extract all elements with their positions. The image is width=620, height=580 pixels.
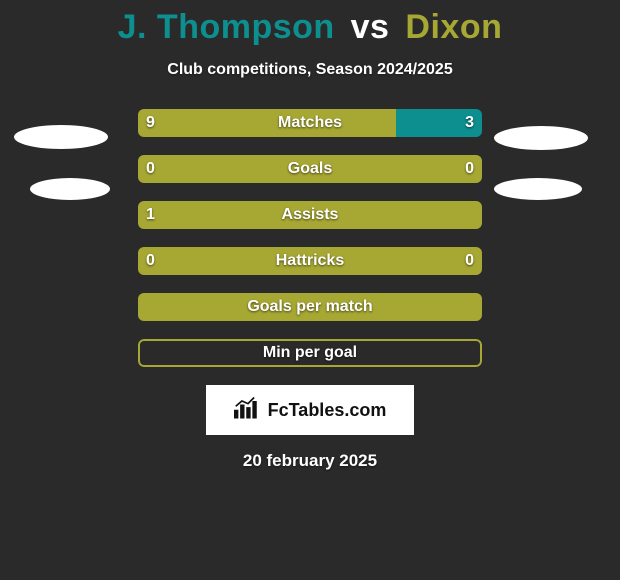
comparison-title: J. Thompson vs Dixon (0, 0, 620, 47)
player1-name: J. Thompson (118, 8, 335, 46)
metric-row: Hattricks00 (138, 247, 482, 275)
vs-label: vs (351, 8, 390, 46)
metric-row: Min per goal (138, 339, 482, 367)
bar-player1 (138, 155, 482, 183)
decorative-ellipse (30, 178, 110, 200)
metric-label: Min per goal (138, 339, 482, 367)
bar-player2 (396, 109, 482, 137)
bar-player1 (138, 293, 482, 321)
player2-name: Dixon (405, 8, 502, 46)
source-text: FcTables.com (268, 400, 387, 421)
metric-row: Matches93 (138, 109, 482, 137)
decorative-ellipse (494, 126, 588, 150)
chart-icon (234, 397, 262, 424)
bar-player1 (138, 109, 396, 137)
decorative-ellipse (494, 178, 582, 200)
subtitle: Club competitions, Season 2024/2025 (0, 61, 620, 79)
metric-outline (138, 339, 482, 367)
decorative-ellipse (14, 125, 108, 149)
date-label: 20 february 2025 (0, 451, 620, 471)
metric-row: Goals00 (138, 155, 482, 183)
metric-row: Assists1 (138, 201, 482, 229)
bar-player1 (138, 247, 482, 275)
comparison-chart: Matches93 Goals00 Assists1 Hattricks00 Goals… (138, 109, 482, 367)
bar-player1 (138, 201, 482, 229)
metric-row: Goals per match (138, 293, 482, 321)
source-badge: FcTables.com (206, 385, 414, 435)
